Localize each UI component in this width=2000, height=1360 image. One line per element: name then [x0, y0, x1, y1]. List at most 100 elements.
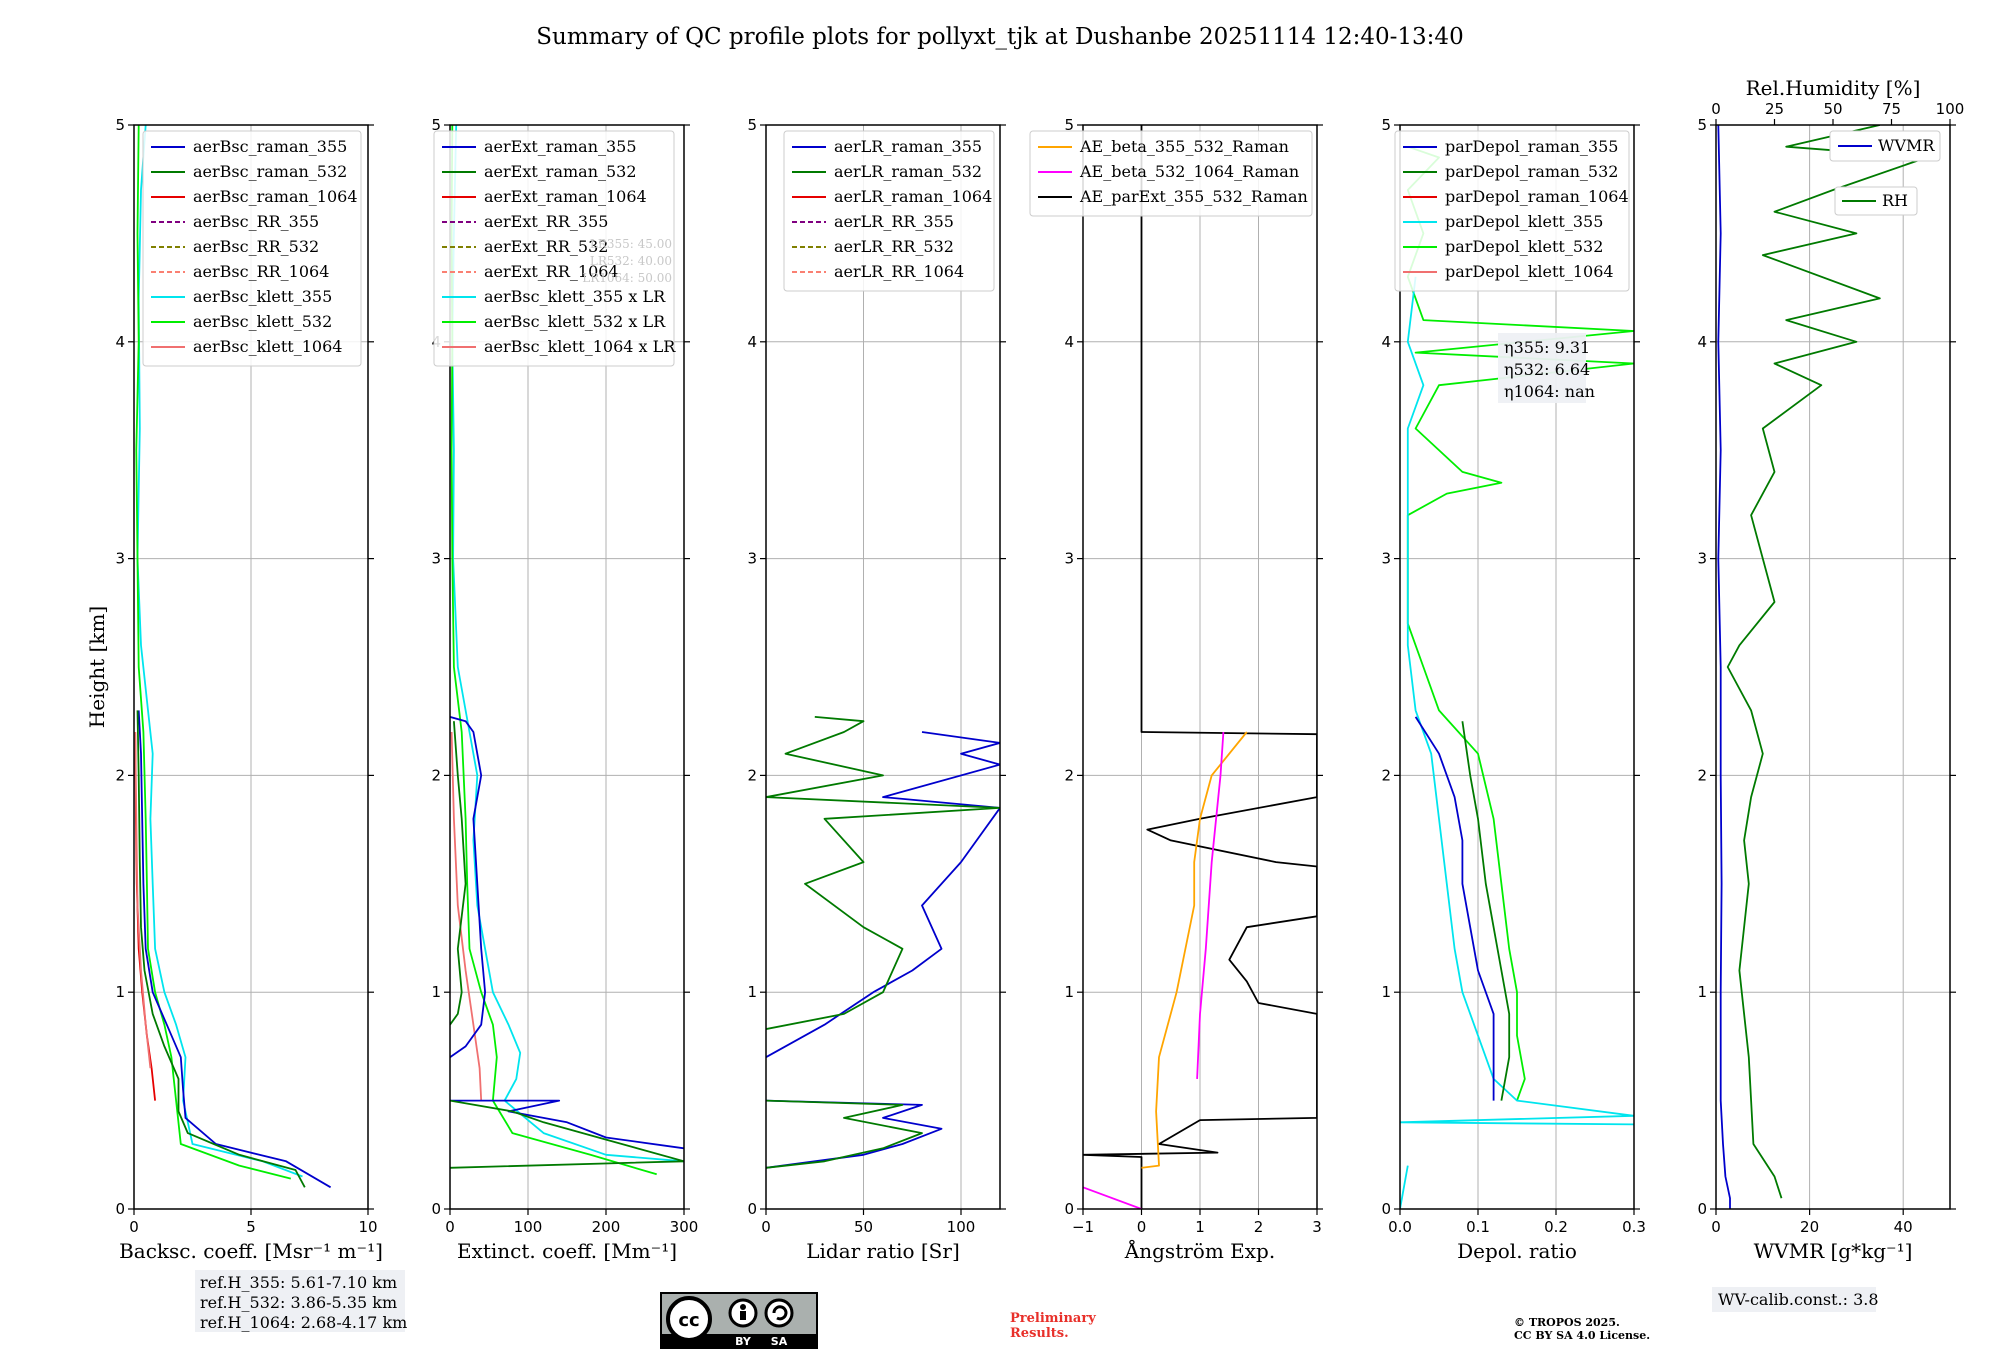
series-line-aerExt_raman_532_low	[450, 1099, 684, 1169]
legend-label: aerBsc_RR_532	[193, 237, 319, 256]
legend-label: aerLR_raman_1064	[834, 187, 992, 206]
x-tick-label: 0	[1711, 1218, 1721, 1236]
legend-label: aerExt_raman_355	[484, 137, 637, 156]
series-line-aerExt_raman_355	[450, 716, 487, 1058]
eta-box: η355: 9.31 η532: 6.64 η1064: nan	[1498, 333, 1595, 403]
legend-label: aerBsc_RR_355	[193, 212, 319, 231]
legend: parDepol_raman_355 parDepol_raman_532 parD…	[1394, 130, 1630, 292]
legend-label: aerLR_RR_355	[834, 212, 954, 231]
series-group	[1083, 125, 1317, 1209]
legend-label: AE_beta_355_532_Raman	[1079, 137, 1289, 156]
y-tick-label: 2	[1381, 766, 1391, 784]
legend-label: aerBsc_klett_355	[193, 287, 332, 306]
legend-label: AE_beta_532_1064_Raman	[1079, 162, 1299, 181]
y-tick-label: 4	[1697, 333, 1707, 351]
x-axis-label: Depol. ratio	[1457, 1239, 1577, 1263]
legend-label: aerLR_RR_1064	[834, 262, 964, 281]
y-tick-label: 3	[115, 550, 125, 568]
lr-note: LR355: 45.00	[590, 237, 672, 251]
legend-wvmr: WVMR	[1829, 130, 1941, 162]
y-tick-label: 1	[431, 983, 441, 1001]
x-tick-label: 100	[514, 1218, 543, 1236]
by-person-body	[740, 1311, 746, 1320]
series-group	[766, 716, 1000, 1169]
legend-label: aerBsc_klett_1064	[193, 337, 342, 356]
top-x-tick-label: 50	[1823, 100, 1842, 118]
axes-frame	[1715, 124, 1951, 1210]
legend: AE_beta_355_532_Raman AE_beta_532_1064_Ra…	[1029, 130, 1313, 217]
copyright-line-2: CC BY SA 4.0 License.	[1514, 1329, 1650, 1342]
by-label: BY	[735, 1335, 752, 1348]
legend-frame	[783, 130, 995, 292]
series-line-parDepol_klett_355_low	[1400, 1165, 1409, 1209]
series-line-AE_beta_532_1064_Raman	[1196, 731, 1225, 1079]
y-tick-label: 0	[431, 1200, 441, 1218]
axes-frame	[449, 124, 685, 1210]
panel-lr: 0 50 100 0 1 2 3 4 5 Lidar ratio [Sr] aerLR_raman_…	[747, 116, 1006, 1263]
x-axis-label: Lidar ratio [Sr]	[806, 1239, 960, 1263]
legend-label: aerLR_raman_355	[834, 137, 982, 156]
sa-share-arrow	[772, 1305, 788, 1321]
series-line-AE_parExt_355_532_Raman	[1083, 125, 1317, 1209]
top-x-tick-label: 25	[1765, 100, 1784, 118]
y-tick-label: 2	[115, 766, 125, 784]
copyright-line-1: © TROPOS 2025.	[1514, 1316, 1620, 1329]
legend-label: parDepol_raman_532	[1445, 162, 1618, 181]
panel-ext: 0100200300012345Extinct. coeff. [Mm⁻¹]ae…	[431, 116, 698, 1263]
legend-frame	[1029, 130, 1313, 217]
x-tick-label: 0.3	[1622, 1218, 1646, 1236]
legend-label: AE_parExt_355_532_Raman	[1079, 187, 1308, 206]
figure-title: Summary of QC profile plots for pollyxt_…	[536, 24, 1463, 50]
eta-bg	[1498, 333, 1586, 403]
legend-rh: RH	[1834, 186, 1918, 216]
series-line-parDepol_raman_355	[1414, 716, 1495, 1101]
y-tick-label: 0	[1697, 1200, 1707, 1218]
x-axis-label: WVMR [g*kg⁻¹]	[1754, 1239, 1913, 1263]
legend-label: aerBsc_raman_1064	[193, 187, 358, 206]
x-tick-label: 200	[592, 1218, 621, 1236]
y-tick-label: 1	[1697, 983, 1707, 1001]
y-tick-label: 5	[115, 116, 125, 134]
preliminary-line-2: Results.	[1010, 1326, 1069, 1341]
wv-calib-text: WV-calib.const.: 3.8	[1718, 1290, 1879, 1309]
by-person-head	[740, 1304, 746, 1310]
x-tick-label: 3	[1312, 1218, 1322, 1236]
cc-icon-glyph: cc	[678, 1310, 699, 1331]
y-tick-label: 3	[431, 550, 441, 568]
eta-value: η355: 9.31	[1504, 338, 1590, 357]
x-axis-label: Backsc. coeff. [Msr⁻¹ m⁻¹]	[119, 1239, 383, 1263]
x-axis-label: Ångström Exp.	[1124, 1238, 1275, 1263]
wv-calib-bg	[1712, 1287, 1876, 1312]
y-tick-label: 1	[115, 983, 125, 1001]
series-group	[1400, 145, 1634, 1209]
y-tick-label: 1	[747, 983, 757, 1001]
legend: aerLR_raman_355 aerLR_raman_532 aerLR_rama…	[783, 130, 995, 292]
series-group	[1717, 125, 1928, 1209]
y-tick-label: 5	[1697, 116, 1707, 134]
x-tick-label: 0	[1137, 1218, 1147, 1236]
series-line-aerBsc_klett_1064	[134, 731, 152, 1069]
y-tick-label: 2	[1064, 766, 1074, 784]
legend-label: parDepol_klett_355	[1445, 212, 1603, 231]
legend-label: aerExt_raman_532	[484, 162, 637, 181]
series-line-aerBsc_klett_532	[135, 125, 292, 1180]
eta-value: η532: 6.64	[1504, 360, 1590, 379]
legend-label: aerExt_raman_1064	[484, 187, 647, 206]
y-tick-label: 0	[747, 1200, 757, 1218]
legend-label: aerLR_raman_532	[834, 162, 982, 181]
y-tick-label: 4	[1381, 333, 1391, 351]
x-tick-label: 1	[1195, 1218, 1205, 1236]
series-line-aerExt_raman_532	[450, 721, 467, 1026]
legend-frame	[1394, 130, 1630, 292]
legend-label: parDepol_raman_355	[1445, 137, 1618, 156]
top-x-axis-label: Rel.Humidity [%]	[1746, 76, 1921, 100]
series-line-aerBsc_klett_532 x LR	[450, 125, 657, 1176]
lr-note: LR1064: 50.00	[582, 271, 672, 285]
top-x-tick-label: 75	[1882, 100, 1901, 118]
panel-depol: 0.0 0.1 0.2 0.3 0 1 2 3 4 5 Depol. ratio parDepol_r…	[1381, 116, 1645, 1263]
series-line-parDepol_klett_355	[1400, 276, 1634, 1126]
y-tick-label: 2	[747, 766, 757, 784]
legend-label: aerBsc_RR_1064	[193, 262, 329, 281]
y-tick-label: 1	[1064, 983, 1074, 1001]
